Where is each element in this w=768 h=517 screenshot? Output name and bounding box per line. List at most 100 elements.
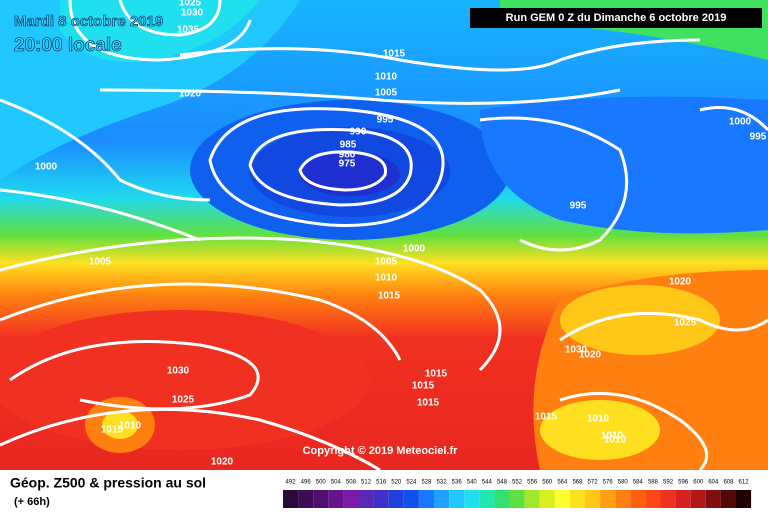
color-swatch bbox=[464, 490, 480, 508]
color-swatch bbox=[585, 490, 601, 508]
color-swatch bbox=[449, 490, 465, 508]
background bbox=[0, 0, 768, 470]
color-scale-label: 604 bbox=[708, 480, 719, 486]
color-scale-label: 584 bbox=[633, 480, 644, 486]
color-swatch bbox=[479, 490, 495, 508]
color-scale-label: 612 bbox=[739, 480, 750, 486]
color-swatch bbox=[434, 490, 450, 508]
isobar-label: 1015 bbox=[383, 49, 406, 60]
color-swatch bbox=[554, 490, 570, 508]
color-swatch bbox=[313, 490, 329, 508]
isobar-label: 1030 bbox=[565, 345, 588, 356]
color-swatch bbox=[705, 490, 721, 508]
color-swatch bbox=[600, 490, 616, 508]
copyright: Copyright © 2019 Meteociel.fr bbox=[303, 445, 459, 457]
color-scale-label: 508 bbox=[346, 480, 357, 486]
footer: Géop. Z500 & pression au sol (+ 66h) 492… bbox=[0, 470, 768, 512]
map-time: 20:00 locale bbox=[14, 35, 122, 56]
color-scale-label: 596 bbox=[678, 480, 689, 486]
isobar-label: 995 bbox=[377, 115, 394, 126]
color-swatch bbox=[388, 490, 404, 508]
isobar-label: 1015 bbox=[101, 425, 124, 436]
color-swatch bbox=[373, 490, 389, 508]
isobar-label: 1000 bbox=[403, 244, 426, 255]
color-scale: 492 496 500 504 508 512 516 520 524 528 532 536 540 5… bbox=[283, 480, 752, 508]
color-scale-label: 516 bbox=[376, 480, 387, 486]
color-swatch bbox=[403, 490, 419, 508]
color-scale-label: 592 bbox=[663, 480, 674, 486]
color-swatch bbox=[736, 490, 752, 508]
color-scale-label: 548 bbox=[497, 480, 508, 486]
isobar-label: 995 bbox=[750, 132, 767, 143]
color-swatch bbox=[283, 490, 299, 508]
color-swatch bbox=[524, 490, 540, 508]
color-swatch bbox=[660, 490, 676, 508]
color-scale-label: 532 bbox=[437, 480, 448, 486]
color-scale-label: 492 bbox=[286, 480, 297, 486]
color-scale-label: 564 bbox=[557, 480, 568, 486]
color-swatch bbox=[298, 490, 314, 508]
run-box bbox=[470, 8, 762, 28]
color-scale-label: 552 bbox=[512, 480, 523, 486]
color-swatch bbox=[494, 490, 510, 508]
color-scale-label: 608 bbox=[723, 480, 734, 486]
isobars bbox=[0, 0, 768, 470]
header: Mardi 8 octobre 2019 20:00 locale Run GE… bbox=[14, 8, 762, 457]
color-swatch bbox=[615, 490, 631, 508]
color-swatch bbox=[539, 490, 555, 508]
isobar-label: 1015 bbox=[378, 291, 401, 302]
map-date: Mardi 8 octobre 2019 bbox=[14, 13, 163, 30]
color-scale-label: 512 bbox=[361, 480, 372, 486]
isobar-label: 1020 bbox=[579, 350, 602, 361]
footer-lead: (+ 66h) bbox=[14, 496, 50, 508]
isobar-label: 1010 bbox=[587, 414, 610, 425]
isobar-label: 1030 bbox=[167, 366, 190, 377]
color-scale-label: 600 bbox=[693, 480, 704, 486]
run-info: Run GEM 0 Z du Dimanche 6 octobre 2019 bbox=[506, 12, 727, 24]
isobar-label: 1020 bbox=[211, 457, 234, 468]
color-scale-label: 568 bbox=[572, 480, 583, 486]
color-scale-label: 496 bbox=[301, 480, 312, 486]
isobar-label: 985 bbox=[340, 140, 357, 151]
color-scale-label: 524 bbox=[406, 480, 417, 486]
color-swatch bbox=[358, 490, 374, 508]
isobar-label: 1010 bbox=[119, 421, 142, 432]
color-scale-label: 500 bbox=[316, 480, 327, 486]
color-swatch bbox=[690, 490, 706, 508]
isobar-label: 1020 bbox=[669, 277, 692, 288]
isobar-label: 1005 bbox=[375, 88, 398, 99]
isobar-label: 1020 bbox=[179, 89, 202, 100]
isobar-labels: 1025103010351020100010151010100599599098… bbox=[35, 0, 767, 468]
isobar-label: 1015 bbox=[425, 369, 448, 380]
isobar-label: 1005 bbox=[89, 257, 112, 268]
color-scale-label: 536 bbox=[452, 480, 463, 486]
color-swatch bbox=[328, 490, 344, 508]
color-scale-label: 544 bbox=[482, 480, 493, 486]
color-scale-label: 528 bbox=[421, 480, 432, 486]
color-scale-label: 520 bbox=[391, 480, 402, 486]
isobar-label: 1030 bbox=[181, 8, 204, 19]
color-scale-label: 588 bbox=[648, 480, 659, 486]
color-scale-label: 560 bbox=[542, 480, 553, 486]
color-swatch bbox=[343, 490, 359, 508]
isobar-label: 1015 bbox=[417, 398, 440, 409]
color-scale-label: 572 bbox=[588, 480, 599, 486]
isobar-label: 1000 bbox=[35, 162, 58, 173]
color-swatch bbox=[509, 490, 525, 508]
isobar-label: 975 bbox=[339, 159, 356, 170]
isobar-label: 1000 bbox=[729, 117, 752, 128]
isobar-label: 1025 bbox=[179, 0, 202, 9]
isobar-label: 1010 bbox=[601, 431, 624, 442]
isobar-label: 1010 bbox=[375, 72, 398, 83]
color-swatch bbox=[630, 490, 646, 508]
isobar-label: 1010 bbox=[375, 273, 398, 284]
color-scale-label: 580 bbox=[618, 480, 629, 486]
color-swatch bbox=[645, 490, 661, 508]
isobar-label: 995 bbox=[570, 201, 587, 212]
color-swatch bbox=[569, 490, 585, 508]
isobar-label: 1015 bbox=[535, 412, 558, 423]
isobar-label: 1015 bbox=[412, 381, 435, 392]
footer-title: Géop. Z500 & pression au sol bbox=[10, 475, 206, 491]
color-scale-label: 504 bbox=[331, 480, 342, 486]
color-scale-label: 576 bbox=[603, 480, 614, 486]
